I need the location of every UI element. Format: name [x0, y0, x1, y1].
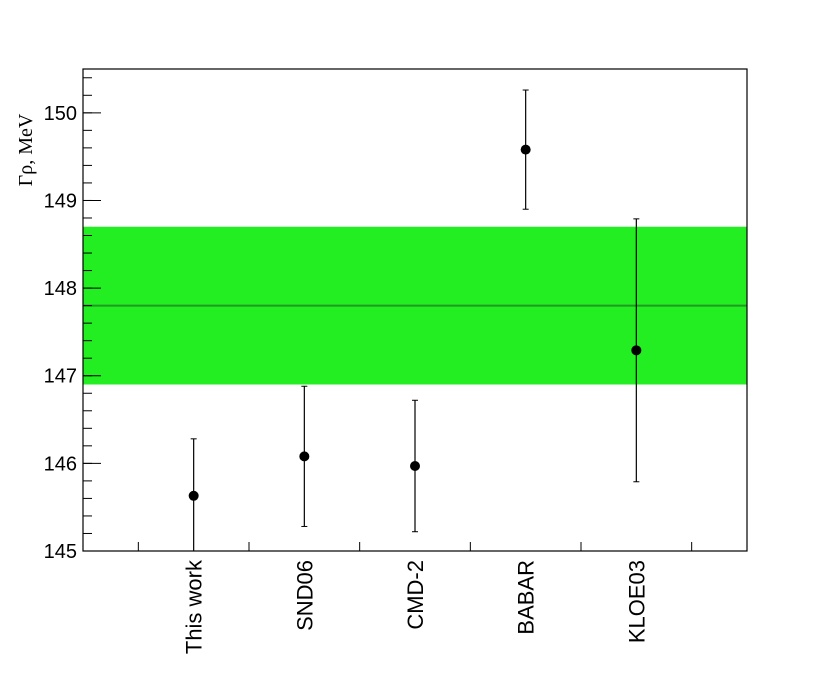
point	[299, 451, 310, 462]
plot-area	[83, 89, 747, 551]
y-tick-label: 147	[44, 366, 77, 388]
y-tick-label: 148	[44, 278, 77, 300]
point	[631, 345, 642, 356]
x-tick-label: CMD-2	[403, 560, 428, 630]
x-tick-label: BABAR	[514, 560, 539, 635]
x-tick-label: This work	[182, 559, 207, 654]
x-tick-label: SND06	[292, 560, 317, 631]
point	[410, 460, 420, 471]
x-tick-label: KLOE03	[624, 560, 649, 643]
y-tick-label: 146	[44, 453, 77, 475]
point	[188, 490, 199, 501]
y-tick-label: 145	[44, 541, 77, 563]
y-axis-label: Γρ, MeV	[15, 113, 37, 186]
frame	[82, 68, 748, 552]
point	[520, 144, 531, 155]
y-tick-label: 150	[44, 103, 77, 125]
y-tick-label: 149	[44, 190, 77, 212]
